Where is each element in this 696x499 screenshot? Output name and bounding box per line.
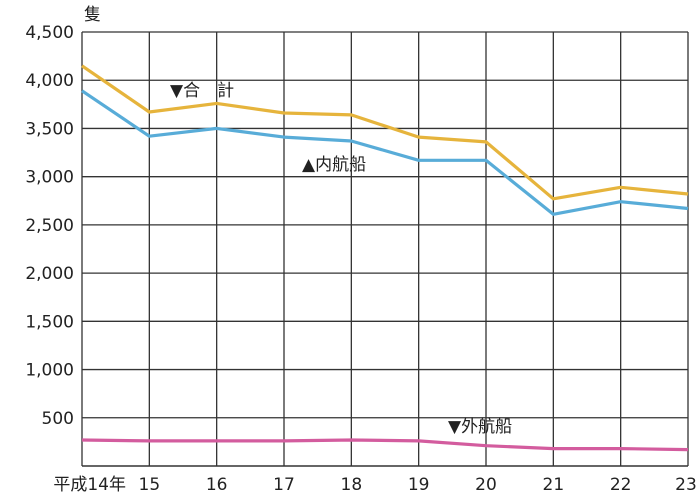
x-tick-label: 16: [206, 475, 228, 495]
x-tick-label: 15: [139, 475, 161, 495]
series-lines: [81, 64, 689, 452]
y-tick-label: 2,000: [25, 264, 74, 284]
x-tick-labels: 平成14年 15 16 17 18 19 20 21 22 23: [53, 475, 696, 495]
x-tick-label: 平成14年: [53, 475, 126, 495]
y-tick-label: 500: [42, 409, 74, 429]
x-tick-label: 21: [543, 475, 565, 495]
y-tick-label: 2,500: [25, 216, 74, 236]
x-tick-label: 20: [475, 475, 497, 495]
y-tick-label: 4,500: [25, 23, 74, 43]
y-tick-label: 4,000: [25, 71, 74, 91]
x-tick-label: 22: [610, 475, 632, 495]
series-label-overseas: ▼外航船: [448, 417, 512, 437]
series-line-0: [81, 64, 689, 201]
x-tick-label: 23: [675, 475, 696, 495]
y-tick-label: 3,000: [25, 168, 74, 188]
series-label-total: ▼合 計: [170, 81, 234, 101]
y-tick-label: 1,500: [25, 312, 74, 332]
series-line-1: [81, 89, 689, 216]
y-tick-label: 3,500: [25, 119, 74, 139]
series-line-2: [81, 438, 689, 452]
series-label-domestic: ▲内航船: [302, 155, 366, 175]
y-tick-label: 1,000: [25, 361, 74, 381]
x-tick-label: 19: [408, 475, 430, 495]
y-tick-labels: 500 1,000 1,500 2,000 2,500 3,000 3,500 4,000 4,…: [25, 23, 74, 429]
series-annotations: ▼合 計 ▲内航船 ▼外航船: [170, 81, 512, 437]
y-unit-label: 隻: [84, 5, 101, 25]
x-tick-label: 18: [341, 475, 363, 495]
x-tick-label: 17: [273, 475, 295, 495]
